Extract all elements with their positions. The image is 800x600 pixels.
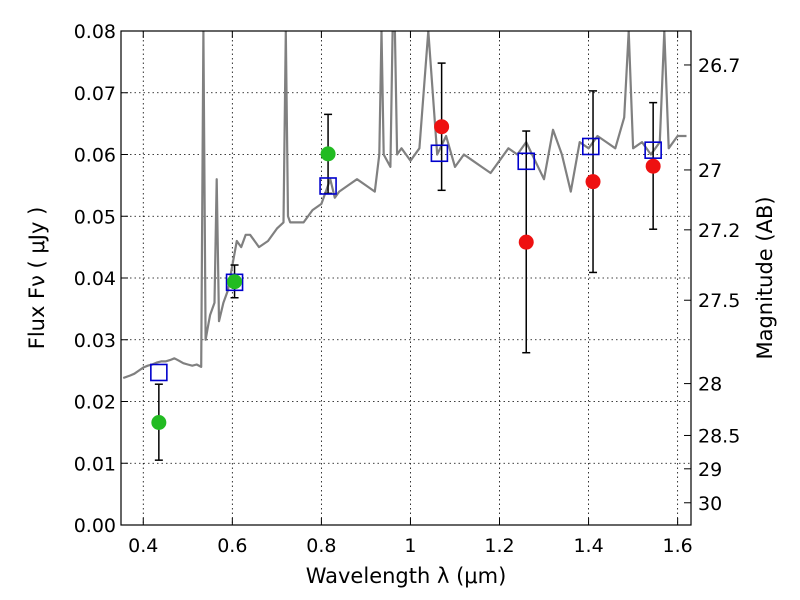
model-flux-square bbox=[517, 152, 536, 171]
observed-flux-point bbox=[645, 158, 661, 174]
x-tick-label: 1.2 bbox=[484, 535, 514, 557]
model-flux-square bbox=[582, 137, 600, 156]
y-tick-label: 0.03 bbox=[74, 330, 116, 352]
observed-flux-point bbox=[434, 119, 450, 135]
y-tick-label: 0.07 bbox=[74, 83, 116, 105]
y-tick-label: 0.04 bbox=[74, 268, 116, 290]
axis-ticks: 0.4 0.6 0.8 1 1.2 1.4 1.6 0.00 0.01 0.02 0.03 0.04 0… bbox=[74, 21, 741, 557]
right-tick-label: 26.7 bbox=[698, 55, 740, 77]
template-spectrum-line bbox=[122, 31, 687, 380]
y-axis-label: Flux Fν ( μJy ) bbox=[25, 207, 49, 350]
observed-flux-point bbox=[320, 146, 336, 162]
x-tick-label: 1 bbox=[404, 535, 416, 557]
right-tick-label: 27.5 bbox=[698, 290, 740, 312]
right-tick-label: 29 bbox=[698, 459, 722, 481]
y-tick-label: 0.01 bbox=[74, 453, 116, 475]
x-tick-label: 0.4 bbox=[128, 535, 158, 557]
y-tick-label: 0.08 bbox=[74, 21, 116, 43]
right-tick-label: 28.5 bbox=[698, 425, 740, 447]
observed-flux-point bbox=[518, 234, 534, 250]
x-tick-label: 0.8 bbox=[306, 535, 336, 557]
observed-flux-point bbox=[151, 414, 167, 430]
right-axis-label: Magnitude (AB) bbox=[753, 196, 777, 359]
x-tick-label: 0.6 bbox=[217, 535, 247, 557]
x-axis-label: Wavelength λ (μm) bbox=[306, 564, 507, 588]
model-flux-square bbox=[644, 141, 662, 159]
right-tick-label: 30 bbox=[698, 493, 722, 515]
x-tick-label: 1.6 bbox=[663, 535, 693, 557]
model-flux-square bbox=[150, 363, 168, 382]
right-tick-label: 28 bbox=[698, 374, 722, 396]
observed-flux-point bbox=[585, 174, 601, 190]
plot-content bbox=[122, 31, 687, 461]
model-flux-square bbox=[430, 144, 449, 163]
y-tick-label: 0.02 bbox=[74, 392, 116, 414]
y-tick-label: 0.05 bbox=[74, 206, 116, 228]
right-tick-label: 27 bbox=[698, 160, 722, 182]
right-tick-label: 27.2 bbox=[698, 220, 740, 242]
model-flux-square bbox=[319, 177, 337, 195]
y-tick-label: 0.00 bbox=[74, 515, 116, 537]
y-tick-label: 0.06 bbox=[74, 145, 116, 167]
grid-lines bbox=[121, 30, 691, 526]
x-tick-label: 1.4 bbox=[573, 535, 603, 557]
observed-flux-point bbox=[227, 274, 243, 290]
